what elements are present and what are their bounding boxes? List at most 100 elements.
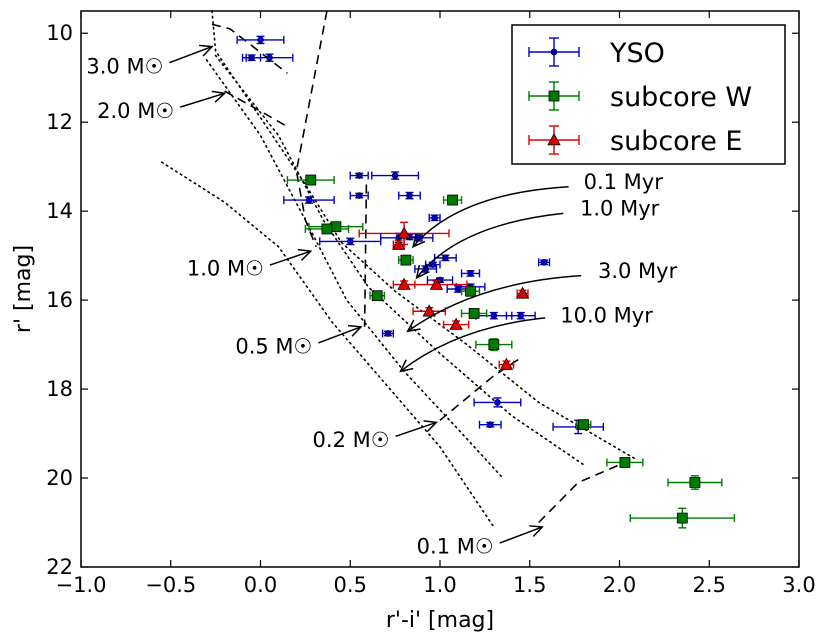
model-lines-layer [161,10,639,528]
annotation-label: 0.1 M☉ [417,535,494,559]
annotation-label: 0.2 M☉ [313,428,390,452]
y-axis-title: r' [mag] [11,245,36,333]
y-tick-label: 10 [46,21,73,45]
annotation: 3.0 Myr [406,259,678,333]
arrow-head [211,90,227,103]
data-point [406,192,413,199]
arrow-head [399,359,414,373]
data-point [619,457,631,468]
annotation: 0.1 M☉ [417,525,544,559]
arrow-head [411,233,426,249]
data-point [266,54,273,62]
data-point [490,312,498,319]
y-tick-label: 18 [46,377,73,401]
data-point [494,399,501,406]
y-tick-label: 16 [46,288,73,312]
arrow-head [199,44,214,57]
annotation: 3.0 M☉ [86,44,214,78]
legend-label: YSO [609,38,665,69]
annotation: 0.1 Myr [411,170,664,249]
data-point [321,223,333,235]
data-point [449,317,463,330]
legend-marker [550,48,558,56]
data-point [355,172,363,179]
data-point [578,419,589,431]
data-point [447,194,458,206]
annotation-label: 1.0 Myr [580,197,660,221]
x-tick-label: 1.5 [513,573,546,597]
data-point [346,238,354,245]
annotation-label: 3.0 M☉ [86,54,163,78]
annotation-arrow [407,274,582,332]
data-point [330,221,342,233]
data-point [355,192,363,199]
series-subcore-w [286,174,736,529]
data-point [676,512,688,524]
x-axis-title: r'-i' [mag] [386,608,494,633]
y-tick-label: 14 [46,199,73,223]
annotation-label: 0.1 Myr [584,170,664,194]
x-tick-label: 0.0 [244,573,277,597]
data-point [517,312,525,319]
data-point [422,304,436,317]
annotation-arrow [412,185,569,248]
data-point [431,214,438,222]
mass-track-line [439,357,522,421]
legend: YSO subcore W subcore E [511,24,786,165]
data-point [468,308,480,319]
legend-entry: YSO [528,37,665,69]
legend-entry: subcore W [528,81,752,113]
data-point [515,286,530,299]
data-point [689,477,701,488]
legend-entry: subcore E [528,125,742,157]
mass-track-line [538,459,631,524]
arrow-head [406,319,421,333]
data-point [465,285,476,297]
arrow-head [529,525,544,537]
x-tick-label: 2.0 [603,573,636,597]
mass-track-line [224,90,288,128]
x-tick-label: 2.5 [693,573,726,597]
data-point [305,196,313,204]
annotation: 0.5 M☉ [235,324,363,358]
data-point [397,226,411,239]
data-point [422,265,429,273]
arrow-head [348,324,363,337]
arrow-head [423,420,439,433]
arrow-head [415,265,429,280]
annotation-label: 0.5 M☉ [235,334,312,358]
annotation: 1.0 Myr [415,197,660,280]
mass-track-line [295,10,328,247]
annotation-label: 2.0 M☉ [97,99,174,123]
data-point [499,357,514,370]
annotation-arrow [499,526,543,544]
x-tick-label: 0.5 [334,573,367,597]
annotation-arrow [416,212,564,279]
mass-track-line [363,184,368,327]
x-tick-label: 1.0 [423,573,456,597]
data-point [488,339,500,351]
annotation-label: 3.0 Myr [598,259,678,283]
legend-marker [547,133,561,146]
data-point [391,172,399,179]
data-point [305,174,317,186]
annotation: 2.0 M☉ [97,90,227,123]
y-tick-label: 20 [46,466,73,490]
data-point [400,254,412,266]
annotation-arrow [169,45,213,64]
legend-label: subcore W [610,82,752,113]
legend-label: subcore E [610,126,742,157]
data-point [486,421,494,428]
annotation: 0.2 M☉ [313,420,439,452]
y-tick-label: 12 [46,110,73,134]
annotation: 10.0 Myr [399,303,653,373]
annotation-arrow [395,421,437,438]
legend-marker [548,90,560,102]
data-point [467,270,474,277]
annotation-arrow [269,250,312,266]
annotation: 1.0 M☉ [187,248,313,281]
annotation-label: 1.0 M☉ [187,257,264,281]
data-point [442,254,449,262]
data-point [429,277,444,290]
